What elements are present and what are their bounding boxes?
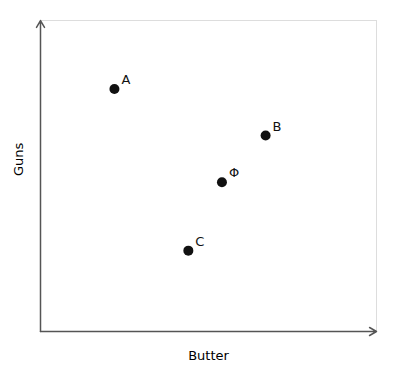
svg-text:Butter: Butter bbox=[188, 348, 229, 363]
svg-text:B: B bbox=[273, 119, 282, 134]
svg-text:Guns: Guns bbox=[11, 142, 26, 176]
svg-text:A: A bbox=[121, 72, 130, 87]
svg-text:C: C bbox=[195, 234, 204, 249]
svg-text:Φ: Φ bbox=[229, 165, 239, 180]
